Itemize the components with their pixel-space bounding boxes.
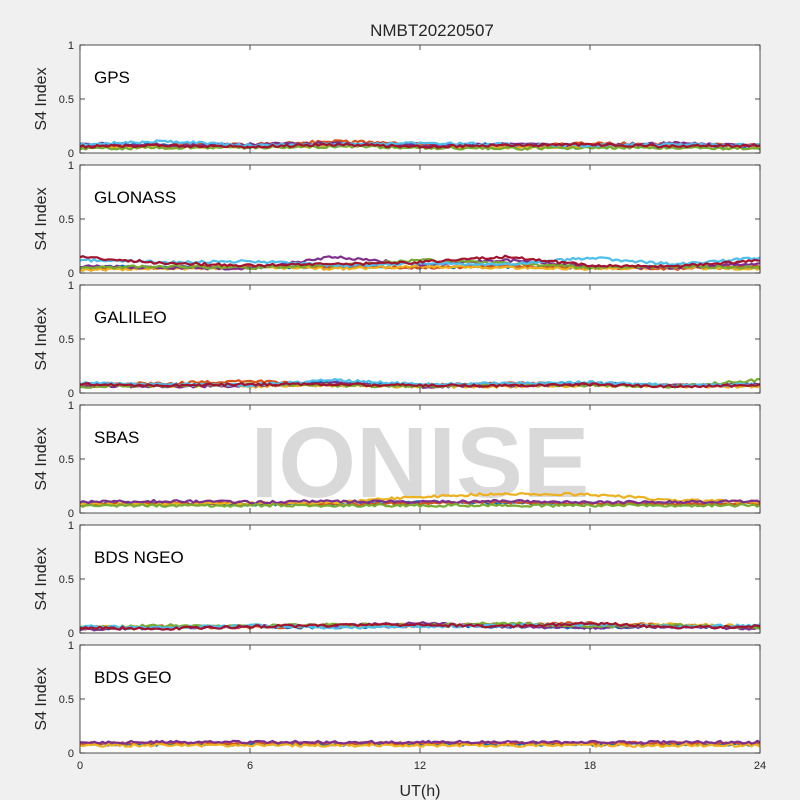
y-tick-label: 1: [68, 640, 74, 652]
y-tick-label: 0: [68, 508, 74, 520]
y-tick-label: 1: [68, 400, 74, 412]
y-tick-label: 1: [68, 280, 74, 292]
y-tick-label: 0.5: [59, 334, 74, 346]
series-line: [79, 254, 761, 269]
y-tick-label: 0: [68, 148, 74, 160]
panel-label: BDS GEO: [94, 668, 171, 687]
figure-title: NMBT20220507: [370, 21, 494, 40]
y-tick-label: 0.5: [59, 574, 74, 586]
panel-glonass: 0 0.5 1 S4 Index GLONASS: [33, 160, 761, 280]
series-line: [79, 142, 761, 149]
series-line: [79, 491, 761, 507]
panel-label: GALILEO: [94, 308, 167, 327]
x-axis-label: UT(h): [400, 783, 441, 800]
y-tick-label: 0: [68, 628, 74, 640]
plot-area: [80, 165, 760, 273]
panel-galileo: 0 0.5 1 S4 Index GALILEO: [33, 280, 761, 400]
y-tick-label: 1: [68, 520, 74, 532]
x-tick-label: 0: [77, 760, 83, 772]
plot-area: [80, 525, 760, 633]
series-line: [79, 139, 761, 148]
series-line: [79, 743, 761, 748]
panels: 0 0.5 1 S4 Index GPS 0 0.5 1 S4 Index GLONASS 0 0.5…: [33, 40, 766, 772]
y-tick-label: 0.5: [59, 214, 74, 226]
y-tick-label: 0: [68, 748, 74, 760]
y-tick-label: 0.5: [59, 454, 74, 466]
panel-bds-ngeo: 0 0.5 1 S4 Index BDS NGEO: [33, 520, 761, 640]
y-axis-label: S4 Index: [33, 67, 50, 130]
series-line: [79, 503, 761, 508]
y-tick-label: 0: [68, 388, 74, 400]
y-axis-label: S4 Index: [33, 187, 50, 250]
series-line: [79, 498, 761, 505]
plot-area: [80, 405, 760, 513]
y-axis-label: S4 Index: [33, 427, 50, 490]
panel-label: BDS NGEO: [94, 548, 184, 567]
x-tick-label: 18: [584, 760, 596, 772]
panel-label: SBAS: [94, 428, 139, 447]
y-axis-label: S4 Index: [33, 667, 50, 730]
y-tick-label: 1: [68, 160, 74, 172]
x-tick-label: 12: [414, 760, 426, 772]
series-line: [79, 621, 761, 631]
y-tick-label: 0.5: [59, 94, 74, 106]
series-line: [79, 382, 761, 389]
y-tick-label: 0: [68, 268, 74, 280]
panel-bds-geo: 0 0.5 1 0 6 12 18 24 S4 Index BDS GEO: [33, 640, 766, 772]
panel-label: GPS: [94, 68, 130, 87]
plot-area: [80, 45, 760, 153]
x-tick-label: 6: [247, 760, 253, 772]
series-line: [80, 739, 761, 745]
y-tick-label: 0.5: [59, 694, 74, 706]
panel-label: GLONASS: [94, 188, 176, 207]
panel-gps: 0 0.5 1 S4 Index GPS: [33, 40, 761, 160]
y-axis-label: S4 Index: [33, 307, 50, 370]
plot-area: [80, 645, 760, 753]
y-axis-label: S4 Index: [33, 547, 50, 610]
x-tick-label: 24: [754, 760, 766, 772]
plot-area: [80, 285, 760, 393]
y-tick-label: 1: [68, 40, 74, 52]
